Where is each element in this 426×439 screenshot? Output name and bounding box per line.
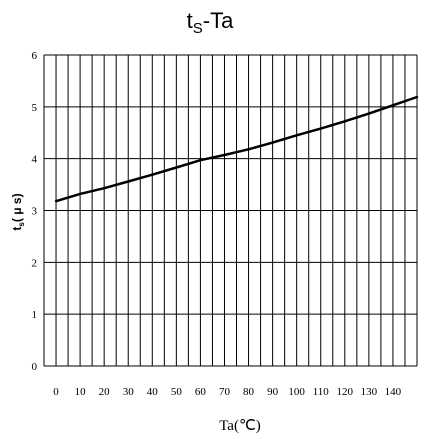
data-point [247, 148, 250, 151]
y-tick-label: 0 [32, 361, 38, 373]
grid [43, 54, 418, 367]
y-axis-label: ts( μ s) [10, 193, 26, 230]
x-tick-label: 50 [171, 386, 183, 398]
x-tick-label: 70 [219, 386, 231, 398]
x-tick-label: 20 [99, 386, 111, 398]
data-point [102, 187, 106, 190]
y-tick-label: 4 [32, 154, 38, 166]
data-point [319, 127, 322, 130]
series-points [54, 95, 419, 203]
y-tick-label: 3 [32, 206, 38, 218]
x-tick-label: 110 [313, 386, 330, 398]
data-point [367, 112, 371, 115]
data-point [415, 95, 419, 99]
series-line [55, 95, 418, 203]
data-point [271, 141, 274, 144]
y-tick-label: 6 [32, 50, 38, 62]
x-tick-label: 0 [53, 386, 59, 398]
data-point [199, 159, 202, 162]
data-point [175, 166, 178, 169]
x-tick-label: 130 [361, 386, 378, 398]
data-point [295, 134, 298, 137]
x-tick-label: 40 [147, 386, 159, 398]
x-axis-label: Ta(℃) [219, 418, 261, 434]
x-tick-label: 140 [385, 386, 402, 398]
data-point [54, 199, 58, 203]
data-point [78, 192, 82, 196]
data-point [127, 180, 130, 183]
x-tick-label: 80 [243, 386, 255, 398]
y-tick-label: 5 [32, 102, 38, 114]
data-point [391, 104, 395, 107]
y-tick-label: 2 [32, 257, 38, 269]
y-tick-label: 1 [32, 309, 38, 321]
x-tick-label: 30 [123, 386, 135, 398]
x-tick-label: 100 [288, 386, 305, 398]
x-tick-label: 120 [337, 386, 354, 398]
x-tick-label: 90 [267, 386, 279, 398]
data-point [343, 120, 347, 123]
chart-title: tS-Ta [187, 8, 234, 37]
x-tick-label: 10 [75, 386, 87, 398]
x-tick-label: 60 [195, 386, 207, 398]
x-tick-labels: 0 10 20 30 40 50 60 70 80 90 100 110 120 130 140 [53, 386, 401, 398]
data-point [151, 173, 154, 176]
y-tick-labels: 0 1 2 3 4 5 6 [32, 50, 38, 373]
data-point [223, 153, 226, 157]
